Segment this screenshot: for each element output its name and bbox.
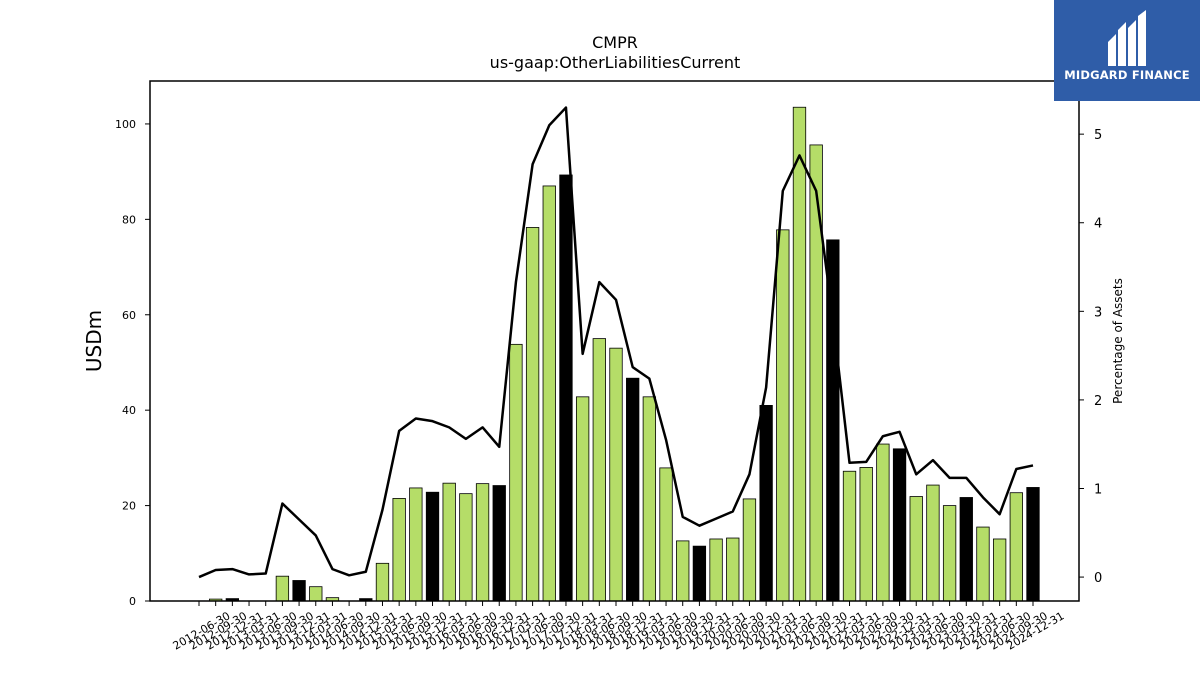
bar-2015-09-30 — [409, 487, 423, 602]
bar-2013-12-31 — [292, 580, 306, 602]
bar-2022-12-31 — [892, 448, 907, 602]
bar-2017-12-31 — [559, 174, 573, 602]
chart-subtitle: us-gaap:OtherLiabilitiesCurrent — [490, 53, 741, 72]
y2-tick-label: 2 — [1094, 394, 1102, 409]
y-tick-label: 40 — [122, 404, 136, 417]
bar-2024-12-31 — [1026, 487, 1040, 602]
bar-2013-09-30 — [275, 575, 290, 602]
plot-frame — [149, 80, 1080, 602]
y2-tick-label: 3 — [1094, 305, 1102, 320]
y-tick-label: 80 — [122, 213, 136, 226]
y2-tick-label: 4 — [1094, 217, 1102, 232]
logo: MIDGARD FINANCE — [1054, 0, 1200, 101]
bar-2023-03-31 — [909, 496, 923, 602]
y2-axis: 0 1 2 3 4 5 — [1079, 128, 1102, 586]
logo-mark-icon — [1108, 10, 1146, 66]
bar-2020-03-31 — [709, 538, 723, 602]
bar-2023-06-30 — [926, 484, 940, 602]
x-axis: 2012-06-302012-09-302012-12-312013-03-31… — [171, 601, 1067, 653]
bar-2016-09-30 — [475, 483, 490, 602]
bar-2016-03-31 — [442, 482, 456, 602]
bar-2018-12-31 — [626, 377, 640, 602]
bar-2019-06-30 — [659, 467, 673, 602]
bar-2024-06-30 — [992, 538, 1007, 602]
y-axis: 0 20 40 60 80 100 — [115, 118, 150, 608]
bar-2019-09-30 — [676, 540, 690, 602]
line-group — [198, 106, 1034, 579]
bar-2018-09-30 — [609, 347, 623, 602]
percentage-line — [198, 106, 1034, 579]
bar-2015-03-31 — [375, 562, 390, 602]
y2-tick-label: 1 — [1094, 482, 1102, 497]
bar-2023-12-31 — [959, 497, 973, 602]
bar-2017-06-30 — [525, 227, 540, 602]
bar-2022-03-31 — [842, 470, 857, 602]
bar-2022-06-30 — [859, 467, 873, 602]
bar-2020-12-31 — [759, 404, 773, 602]
y-tick-label: 60 — [122, 309, 136, 322]
chart-title: CMPR — [592, 33, 638, 52]
bar-2015-06-30 — [392, 498, 406, 602]
bar-2018-06-30 — [592, 338, 606, 602]
bar-group — [209, 106, 1040, 602]
bar-2019-12-31 — [692, 545, 707, 602]
bar-2020-09-30 — [742, 498, 757, 602]
y-tick-label: 20 — [122, 500, 136, 513]
bar-2022-09-30 — [876, 443, 890, 602]
y2-tick-label: 0 — [1094, 571, 1102, 586]
bar-2019-03-31 — [642, 396, 657, 602]
bar-2018-03-31 — [575, 396, 590, 602]
y-axis-label: USDm — [82, 310, 106, 372]
bar-2021-09-30 — [809, 144, 823, 602]
y-tick-label: 100 — [115, 118, 136, 131]
bar-2021-03-31 — [776, 229, 790, 602]
bar-2024-03-31 — [976, 526, 990, 602]
bar-2021-06-30 — [792, 106, 807, 602]
bar-2015-12-31 — [425, 491, 440, 602]
bar-2024-09-30 — [1009, 492, 1023, 602]
y2-tick-label: 5 — [1094, 128, 1102, 143]
bar-2017-09-30 — [542, 185, 556, 602]
bar-2016-12-31 — [492, 485, 506, 602]
y2-axis-label: Percentage of Assets — [1111, 278, 1125, 404]
bar-2017-03-31 — [509, 343, 523, 602]
bar-2020-06-30 — [726, 537, 740, 602]
logo-text: MIDGARD FINANCE — [1064, 68, 1190, 82]
bar-2023-09-30 — [942, 505, 957, 602]
y-tick-label: 0 — [129, 595, 136, 608]
bar-2016-06-30 — [459, 493, 473, 602]
bar-2014-03-31 — [309, 586, 323, 602]
